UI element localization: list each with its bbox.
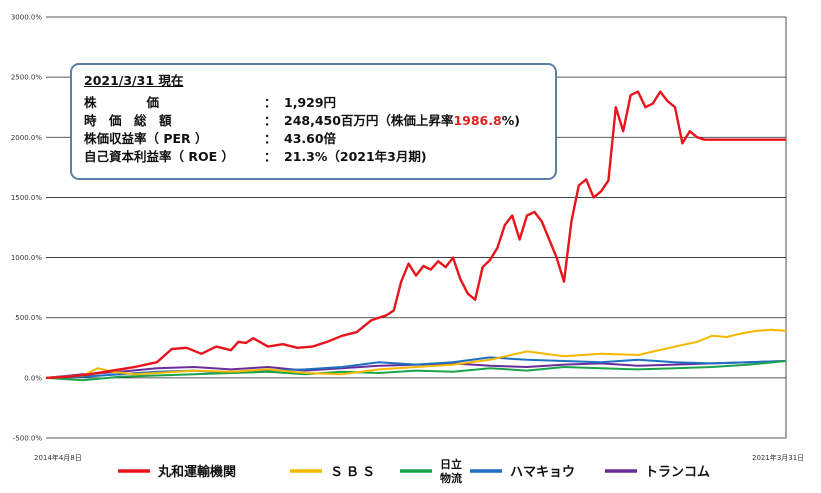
y-tick-label: 3000.0%: [11, 14, 42, 22]
y-tick-label: 2500.0%: [11, 74, 42, 82]
y-tick-label: 1000.0%: [11, 254, 42, 262]
info-label: 時 価 総 額: [84, 113, 172, 128]
info-separator: ：: [264, 113, 277, 128]
y-tick-label: 500.0%: [15, 314, 42, 322]
info-value: 248,450百万円（株価上昇率1986.8%): [284, 110, 520, 129]
info-value: 43.60倍: [284, 131, 337, 146]
info-label: 自己資本利益率（ ROE ）: [84, 149, 234, 164]
info-value: 21.3%（2021年3月期): [284, 149, 427, 164]
series-line: [45, 90, 786, 380]
info-box: 2021/3/31 現在 株 価 ： 1,929円 時 価 総 額 ： 248,…: [70, 63, 557, 180]
y-tick-label: -500.0%: [13, 435, 43, 443]
y-tick-label: 1500.0%: [11, 194, 42, 202]
series-line: [45, 328, 787, 379]
legend-label: ＳＢＳ: [330, 465, 378, 480]
info-value-pre: 248,450百万円（株価上昇率: [284, 113, 454, 128]
series-lines: [45, 90, 787, 382]
y-tick-label: 2000.0%: [11, 134, 42, 142]
info-label: 株価収益率（ PER ）: [84, 131, 208, 146]
info-separator: ：: [264, 149, 277, 164]
info-separator: ：: [264, 131, 277, 146]
y-tick-label: 0.0%: [24, 374, 42, 382]
info-value: 1,929円: [284, 95, 337, 110]
x-axis-start-label: 2014年4月8日: [34, 453, 82, 462]
legend-label: トランコム: [645, 465, 710, 480]
info-value-highlight: 1986.8: [453, 113, 502, 128]
legend-label: ハマキョウ: [510, 465, 575, 480]
info-value-post: %): [501, 113, 520, 128]
x-axis-end-label: 2021年3月31日: [752, 453, 804, 462]
info-date: 2021/3/31 現在: [84, 73, 184, 88]
legend-label: 日立: [440, 457, 462, 471]
legend-label: 物流: [440, 471, 462, 485]
series-line: [45, 360, 787, 382]
info-label: 株 価: [84, 95, 160, 110]
y-axis-tick-labels: -500.0% 0.0% 500.0% 1000.0% 1500.0% 2000.0% 25…: [11, 14, 43, 443]
legend-label: 丸和運輸機関: [157, 464, 236, 480]
info-separator: ：: [264, 95, 277, 110]
